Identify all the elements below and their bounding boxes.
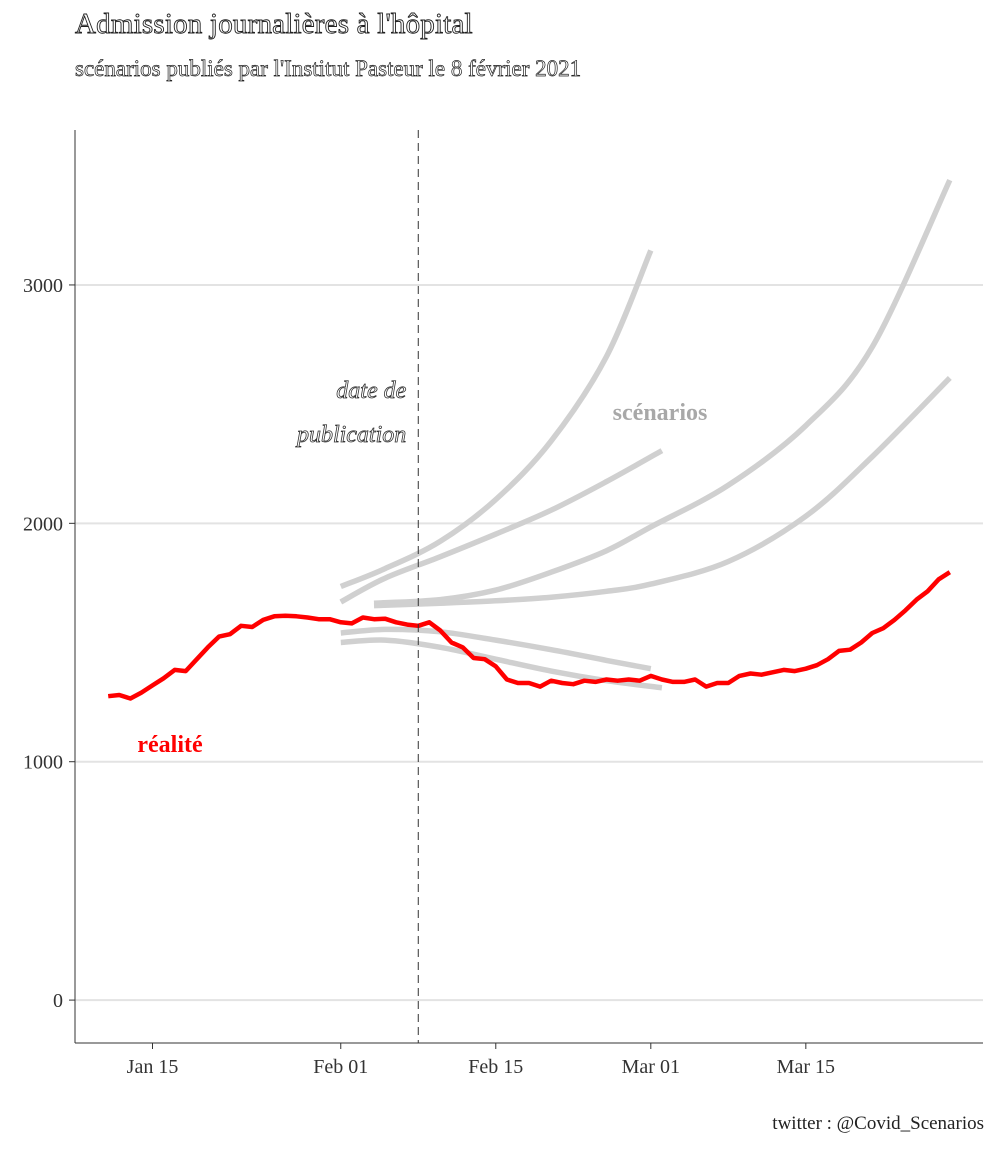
scenario-line: [373, 375, 952, 609]
y-tick-label: 0: [53, 990, 63, 1012]
scenario-line: [339, 249, 654, 590]
reality-series-line: [107, 570, 952, 701]
axes: [74, 130, 983, 1044]
x-tick-label: Mar 01: [622, 1056, 680, 1078]
publication-label-line2: publication: [295, 422, 406, 448]
x-tick-label: Feb 15: [468, 1056, 523, 1078]
scenario-lines: [339, 178, 953, 691]
chart-title: Admission journalières à l'hôpital: [75, 8, 474, 41]
x-tick-label: Mar 15: [777, 1056, 835, 1078]
axis-ticks: 0 1000 2000 3000 Jan 15 Feb 01 Feb 15 Mar 01 Mar…: [23, 275, 835, 1078]
reality-label: réalité: [137, 732, 203, 758]
grid-lines: [75, 283, 983, 1002]
y-tick-label: 2000: [23, 513, 63, 535]
scenario-line: [339, 448, 664, 605]
annotations: date de publication scénarios réalité: [137, 378, 707, 758]
reality-line: [107, 570, 952, 701]
y-tick-label: 1000: [23, 752, 63, 774]
y-tick-label: 3000: [23, 275, 63, 297]
scenarios-label: scénarios: [613, 400, 708, 426]
x-tick-label: Feb 01: [313, 1056, 368, 1078]
scenario-line: [373, 178, 953, 606]
publication-label-line1: date de: [336, 378, 406, 404]
x-tick-label: Jan 15: [127, 1056, 179, 1078]
scenario-line: [340, 626, 652, 672]
chart-subtitle: scénarios publiés par l'Institut Pasteur…: [75, 56, 582, 82]
chart-caption: twitter : @Covid_Scenarios: [772, 1113, 984, 1134]
